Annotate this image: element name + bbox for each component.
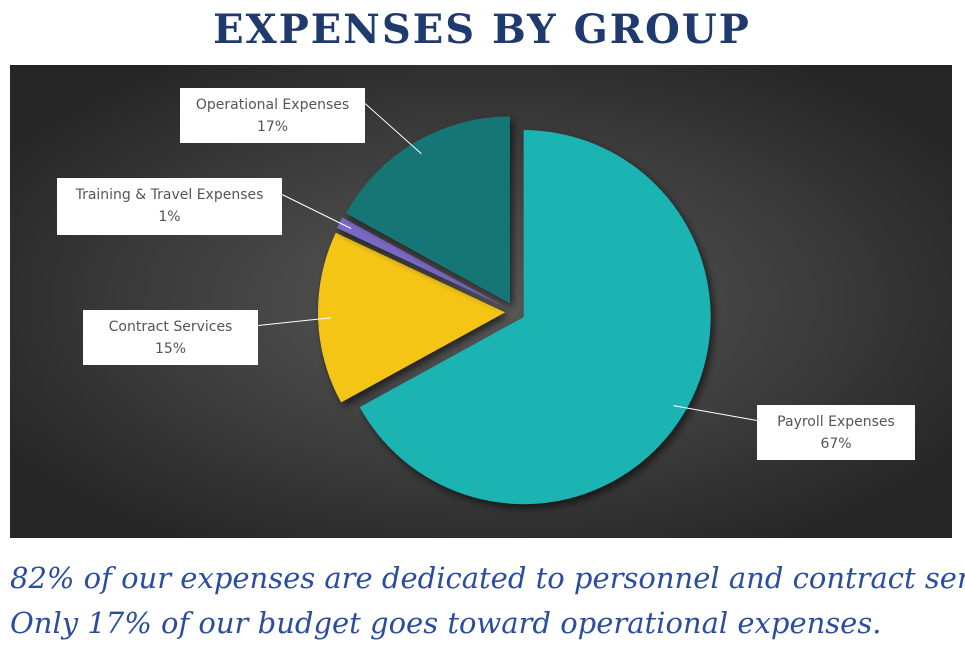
label-box bbox=[83, 310, 258, 365]
pie-slice bbox=[346, 116, 510, 304]
chart-title: EXPENSES BY GROUP bbox=[213, 6, 751, 53]
pie bbox=[318, 116, 711, 505]
pie-slice bbox=[359, 130, 711, 505]
value-label: 17% bbox=[257, 119, 288, 135]
leader-line bbox=[673, 405, 758, 421]
label-box bbox=[57, 178, 282, 235]
pie-slice bbox=[318, 232, 506, 403]
pie-slice bbox=[336, 217, 507, 308]
leader-line bbox=[257, 317, 332, 326]
caption: 82% of our expenses are dedicated to per… bbox=[10, 561, 965, 595]
category-label: Payroll Expenses bbox=[777, 414, 895, 430]
value-label: 67% bbox=[820, 436, 851, 452]
labels: Payroll Expenses 67% Contract Services 15% T… bbox=[57, 88, 915, 460]
label-box bbox=[180, 88, 365, 143]
value-label: 1% bbox=[158, 209, 180, 225]
value-label: 15% bbox=[155, 341, 186, 357]
label-box bbox=[757, 405, 915, 460]
category-label: Operational Expenses bbox=[196, 97, 349, 113]
leader-line bbox=[281, 194, 352, 229]
category-label: Training & Travel Expenses bbox=[75, 187, 264, 203]
caption: Only 17% of our budget goes toward opera… bbox=[10, 606, 881, 640]
leader-line bbox=[364, 103, 422, 155]
category-label: Contract Services bbox=[109, 319, 233, 335]
